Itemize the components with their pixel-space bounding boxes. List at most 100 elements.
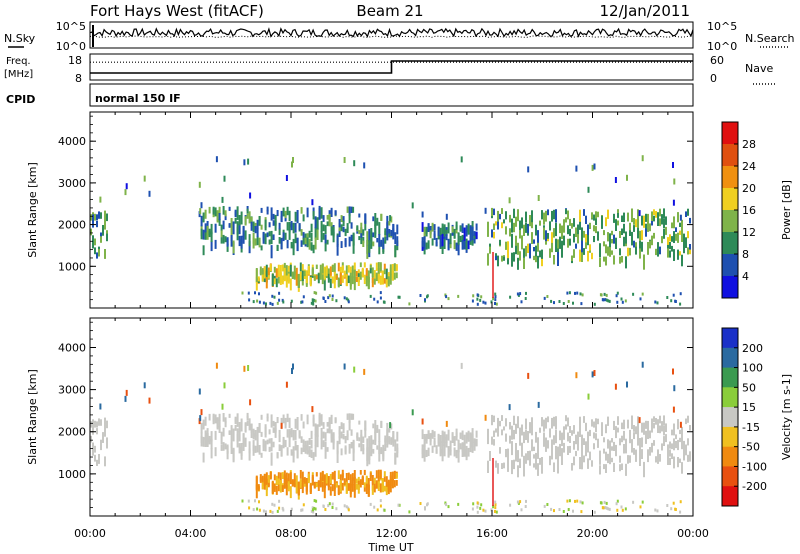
echo-cell <box>378 222 381 235</box>
echo-cell <box>503 256 505 261</box>
echo-cell <box>386 215 389 230</box>
scatter-cell <box>256 507 259 511</box>
echo-cell <box>565 209 567 215</box>
echo-cell <box>443 444 446 457</box>
echo-cell <box>677 439 679 451</box>
echo-cell <box>331 264 334 272</box>
echo-cell <box>351 477 354 486</box>
echo-cell <box>310 232 313 242</box>
echo-cell <box>266 413 269 419</box>
echo-cell <box>379 262 382 272</box>
echo-cell <box>597 418 599 425</box>
echo-cell <box>465 445 468 458</box>
sparse-cell <box>125 183 128 190</box>
sparse-cell <box>672 162 674 168</box>
echo-cell <box>378 448 381 462</box>
echo-cell <box>94 454 96 462</box>
echo-cell <box>473 438 476 443</box>
echo-cell <box>334 210 337 216</box>
echo-cell <box>376 221 379 226</box>
echo-cell <box>599 243 601 253</box>
echo-cell <box>639 455 641 466</box>
echo-cell <box>378 241 381 255</box>
echo-cell <box>230 425 233 437</box>
echo-cell <box>555 429 557 444</box>
echo-cell <box>551 439 553 451</box>
scatter-cell <box>379 504 382 508</box>
echo-cell <box>90 228 92 236</box>
echo-cell <box>342 216 345 222</box>
echo-cell <box>583 438 585 445</box>
scatter-cell <box>524 297 527 300</box>
echo-cell <box>313 275 316 281</box>
echo-cell <box>531 210 533 223</box>
echo-cell <box>533 454 535 459</box>
echo-cell <box>208 437 211 445</box>
echo-cell <box>310 440 313 449</box>
echo-cell <box>268 231 271 237</box>
scatter-cell <box>639 297 642 301</box>
echo-cell <box>362 236 365 244</box>
echo-cell <box>607 209 609 219</box>
sparse-cell <box>673 178 676 185</box>
echo-cell <box>324 432 327 442</box>
echo-cell <box>639 230 641 241</box>
echo-cell <box>302 445 305 452</box>
echo-cell <box>279 265 282 276</box>
echo-cell <box>523 257 525 269</box>
echo-cell <box>519 427 521 437</box>
echo-cell <box>314 237 317 250</box>
echo-cell <box>687 454 689 462</box>
scatter-cell <box>576 291 579 295</box>
echo-cell <box>615 237 617 249</box>
echo-cell <box>589 244 591 251</box>
echo-cell <box>605 244 607 254</box>
echo-cell <box>511 460 513 475</box>
echo-cell <box>246 213 249 219</box>
echo-cell <box>615 444 617 457</box>
echo-cell <box>248 211 251 224</box>
echo-cell <box>206 225 209 240</box>
sparse-cell <box>343 157 346 163</box>
echo-cell <box>331 484 334 492</box>
echo-cell <box>643 254 645 267</box>
colorbar-tick-label: -100 <box>742 460 767 473</box>
echo-cell <box>341 265 344 273</box>
sparse-cell <box>200 202 203 209</box>
echo-cell <box>679 230 681 235</box>
scatter-cell <box>670 507 673 511</box>
echo-cell <box>290 449 293 456</box>
scatter-cell <box>327 296 330 300</box>
echo-cell <box>465 225 468 237</box>
echo-cell <box>330 226 333 236</box>
echo-cell <box>285 472 288 483</box>
scatter-cell <box>252 300 255 304</box>
echo-cell <box>375 470 378 479</box>
echo-cell <box>351 265 354 274</box>
echo-cell <box>218 206 221 214</box>
sparse-cell <box>99 403 102 410</box>
colorbar-segment <box>722 328 738 349</box>
echo-cell <box>270 207 273 221</box>
echo-cell <box>94 238 96 246</box>
colorbar-segment <box>722 276 738 299</box>
echo-cell <box>359 482 362 488</box>
echo-cell <box>631 415 633 429</box>
echo-cell <box>268 239 271 245</box>
scatter-cell <box>604 298 607 302</box>
echo-cell <box>277 264 280 272</box>
echo-cell <box>278 429 281 437</box>
echo-cell <box>625 463 627 476</box>
echo-cell <box>677 457 679 468</box>
echo-cell <box>282 439 285 449</box>
echo-cell <box>667 444 669 454</box>
echo-cell <box>533 247 535 252</box>
echo-cell <box>513 415 515 426</box>
echo-cell <box>310 223 313 233</box>
sparse-cell <box>200 409 203 416</box>
echo-cell <box>575 231 577 237</box>
sparse-cell <box>352 413 355 420</box>
echo-cell <box>335 482 338 488</box>
echo-cell <box>254 238 257 246</box>
echo-cell <box>320 220 323 233</box>
